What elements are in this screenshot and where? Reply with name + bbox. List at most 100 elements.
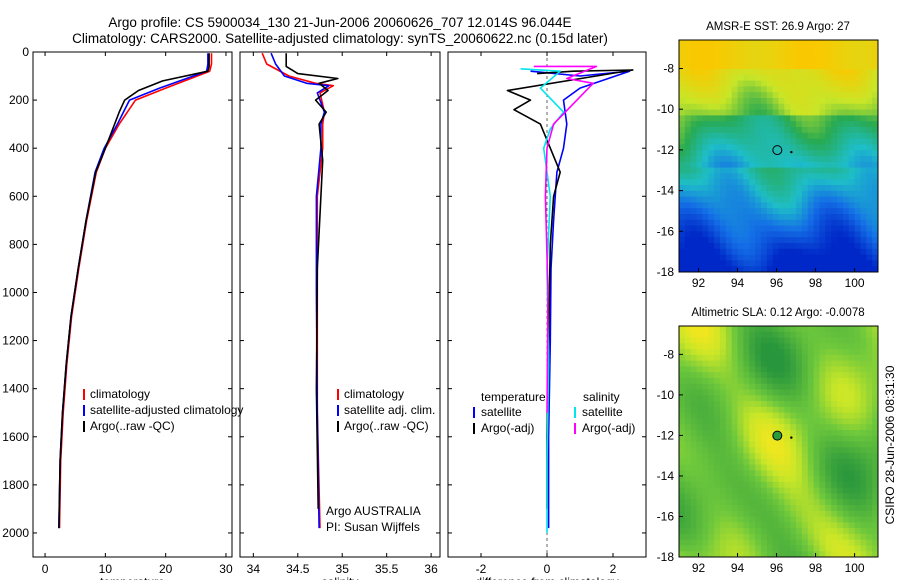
sst-map-cell xyxy=(796,214,803,221)
sst-map-cell xyxy=(807,115,815,122)
sst-map-cell xyxy=(831,196,838,203)
sla-map-cell xyxy=(679,383,686,390)
sst-map-cell xyxy=(725,150,733,157)
sst-map-cell xyxy=(854,196,861,203)
sst-map-cell xyxy=(719,80,727,87)
sla-map-cell xyxy=(708,435,715,442)
temperature-xtick-label: 0 xyxy=(42,562,49,576)
sla-map-cell xyxy=(725,499,733,506)
sst-map-cell xyxy=(690,127,697,134)
sst-map-cell xyxy=(708,86,715,93)
sst-map-cell xyxy=(714,248,721,255)
sst-map-cell xyxy=(714,92,721,99)
sst-map-cell xyxy=(790,219,797,226)
sla-map-ytick-label: -12 xyxy=(657,428,675,442)
sla-map-cell xyxy=(848,377,855,385)
sst-map-cell xyxy=(760,248,768,255)
sst-map-cell xyxy=(801,156,809,163)
sst-map-cell xyxy=(801,225,809,232)
sla-map-cell xyxy=(696,360,703,367)
sst-map-cell xyxy=(725,132,733,139)
sst-map-cell xyxy=(760,254,768,261)
sst-map-cell xyxy=(790,260,797,267)
sla-map-cell xyxy=(778,383,785,390)
sst-map-cell xyxy=(784,138,791,145)
sla-map-cell xyxy=(813,401,820,408)
sst-map-ytick-label: -16 xyxy=(657,224,675,238)
sst-map-cell xyxy=(690,144,697,151)
sla-map-cell xyxy=(731,516,738,523)
sst-map-cell xyxy=(796,156,803,163)
sst-map-cell xyxy=(842,103,850,110)
sla-map-cell xyxy=(837,458,844,466)
sst-map-cell xyxy=(801,167,809,174)
sla-map-cell xyxy=(866,458,873,466)
sst-map-cell xyxy=(813,254,820,261)
sst-map-cell xyxy=(796,161,803,168)
sst-map-cell xyxy=(760,214,768,221)
sla-map-cell xyxy=(708,545,715,552)
sst-map-cell xyxy=(790,57,797,64)
sst-map-cell xyxy=(860,237,867,244)
sla-map-cell xyxy=(813,464,820,471)
sst-map-cell xyxy=(766,150,774,157)
sst-map-cell xyxy=(766,63,774,70)
sst-map-cell xyxy=(755,121,762,128)
sla-map-cell xyxy=(719,458,727,466)
sla-map-cell xyxy=(743,487,750,494)
sla-map-cell xyxy=(719,493,727,500)
sst-map-cell xyxy=(690,121,697,128)
sla-map-cell xyxy=(760,510,768,517)
sla-map-cell xyxy=(860,395,867,402)
sla-map-cell xyxy=(807,545,815,552)
sst-map-cell xyxy=(801,109,809,116)
sst-map-cell xyxy=(790,98,797,105)
sst-map-cell xyxy=(679,225,686,232)
sst-map-cell xyxy=(872,92,879,99)
sla-map-cell xyxy=(737,499,744,506)
sla-map-cell xyxy=(684,453,692,460)
sla-map-cell xyxy=(731,331,738,338)
sst-map-cell xyxy=(737,161,744,168)
sla-map-cell xyxy=(684,366,692,373)
sst-map-cell xyxy=(725,80,733,87)
sla-map-cell xyxy=(737,505,744,512)
sla-map-cell xyxy=(708,418,715,425)
sla-map-cell xyxy=(790,395,797,402)
sla-map-cell xyxy=(813,366,820,373)
sla-map-cell xyxy=(772,476,779,483)
sla-map-cell xyxy=(848,343,855,350)
sst-map-cell xyxy=(749,51,756,58)
sst-map-cell xyxy=(801,86,809,93)
sst-map-cell xyxy=(796,208,803,215)
sst-map-cell xyxy=(842,237,850,244)
sla-map-cell xyxy=(690,360,697,367)
sla-map-cell xyxy=(796,429,803,437)
sst-map-cell xyxy=(796,225,803,232)
sst-map-cell xyxy=(755,185,762,192)
sla-map-cell xyxy=(725,349,733,356)
sst-map-cell xyxy=(737,80,744,87)
sla-map-cell xyxy=(702,528,709,535)
sst-map-cell xyxy=(819,196,826,203)
sla-map-cell xyxy=(778,539,785,546)
sst-map-cell xyxy=(725,115,733,122)
sst-map-cell xyxy=(807,196,815,203)
sla-map-cell xyxy=(696,447,703,454)
sst-map-cell xyxy=(743,190,750,197)
temperature-legend-label: climatology xyxy=(90,387,150,401)
sla-map-cell xyxy=(743,499,750,506)
sst-map-cell xyxy=(807,51,815,58)
sst-map-cell xyxy=(778,237,785,244)
sst-map-cell xyxy=(766,86,774,93)
sla-map-cell xyxy=(749,476,756,483)
sst-map-cell xyxy=(749,237,756,244)
sla-map-cell xyxy=(831,383,838,390)
sst-map-cell xyxy=(737,69,744,76)
sst-map-cell xyxy=(831,115,838,122)
sst-map-cell xyxy=(690,69,697,76)
sst-map-cell xyxy=(708,132,715,139)
sla-map-cell xyxy=(819,331,826,338)
sla-map-cell xyxy=(690,510,697,517)
sst-map-cell xyxy=(825,219,832,226)
